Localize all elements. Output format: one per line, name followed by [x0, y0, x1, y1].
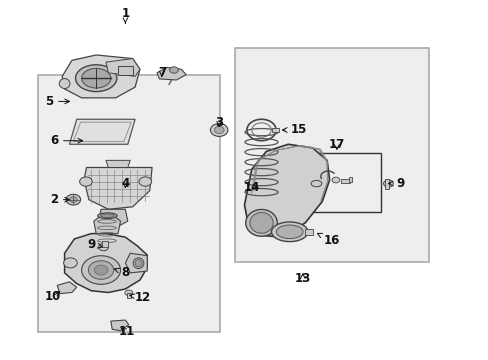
Text: 12: 12	[130, 291, 150, 305]
Polygon shape	[57, 282, 77, 294]
Text: 16: 16	[317, 233, 340, 247]
Ellipse shape	[310, 180, 321, 187]
Ellipse shape	[59, 78, 70, 89]
Circle shape	[214, 126, 224, 134]
Polygon shape	[106, 160, 130, 167]
Text: 2: 2	[50, 193, 69, 206]
Ellipse shape	[276, 225, 303, 239]
Polygon shape	[106, 59, 140, 76]
Circle shape	[169, 67, 178, 73]
Polygon shape	[244, 144, 329, 237]
Polygon shape	[99, 209, 127, 226]
Bar	[102, 241, 108, 247]
Ellipse shape	[135, 260, 142, 267]
Bar	[126, 293, 130, 298]
Circle shape	[88, 261, 114, 279]
Polygon shape	[84, 167, 152, 209]
Bar	[384, 179, 388, 189]
Circle shape	[63, 258, 77, 268]
Ellipse shape	[75, 65, 117, 91]
Text: 9: 9	[87, 238, 102, 251]
Text: 13: 13	[294, 272, 310, 285]
Polygon shape	[64, 234, 147, 293]
Bar	[348, 177, 352, 182]
Text: 8: 8	[114, 266, 129, 279]
Circle shape	[139, 177, 151, 186]
Ellipse shape	[101, 214, 114, 217]
Ellipse shape	[133, 258, 143, 269]
Circle shape	[210, 123, 227, 136]
Bar	[300, 153, 380, 212]
Bar	[234, 48, 428, 262]
Text: 9: 9	[387, 177, 404, 190]
Ellipse shape	[245, 210, 277, 236]
Bar	[305, 229, 312, 235]
Polygon shape	[157, 67, 186, 80]
Text: 10: 10	[44, 289, 61, 303]
Text: 7: 7	[158, 66, 165, 79]
Polygon shape	[69, 119, 135, 144]
Text: 15: 15	[282, 123, 306, 136]
Circle shape	[69, 197, 77, 203]
Ellipse shape	[81, 68, 111, 88]
Circle shape	[66, 194, 81, 205]
Text: 14: 14	[243, 181, 260, 194]
Text: 5: 5	[45, 95, 69, 108]
Bar	[118, 66, 132, 75]
Bar	[340, 179, 349, 183]
Text: 6: 6	[50, 134, 82, 147]
Ellipse shape	[249, 212, 273, 233]
Polygon shape	[125, 253, 147, 273]
Circle shape	[383, 180, 392, 187]
Text: 3: 3	[215, 116, 223, 129]
Bar	[272, 128, 279, 132]
Polygon shape	[111, 320, 128, 331]
Polygon shape	[94, 216, 120, 234]
Circle shape	[80, 177, 92, 186]
Text: 1: 1	[121, 8, 129, 23]
Circle shape	[81, 256, 120, 284]
Ellipse shape	[98, 213, 117, 219]
Text: 11: 11	[119, 325, 135, 338]
Bar	[38, 75, 220, 332]
Circle shape	[331, 177, 339, 183]
Circle shape	[124, 290, 132, 296]
Circle shape	[94, 265, 108, 275]
Text: 17: 17	[328, 138, 345, 151]
Ellipse shape	[271, 222, 307, 242]
Text: 4: 4	[121, 177, 129, 190]
Polygon shape	[62, 55, 140, 98]
Circle shape	[99, 244, 108, 251]
